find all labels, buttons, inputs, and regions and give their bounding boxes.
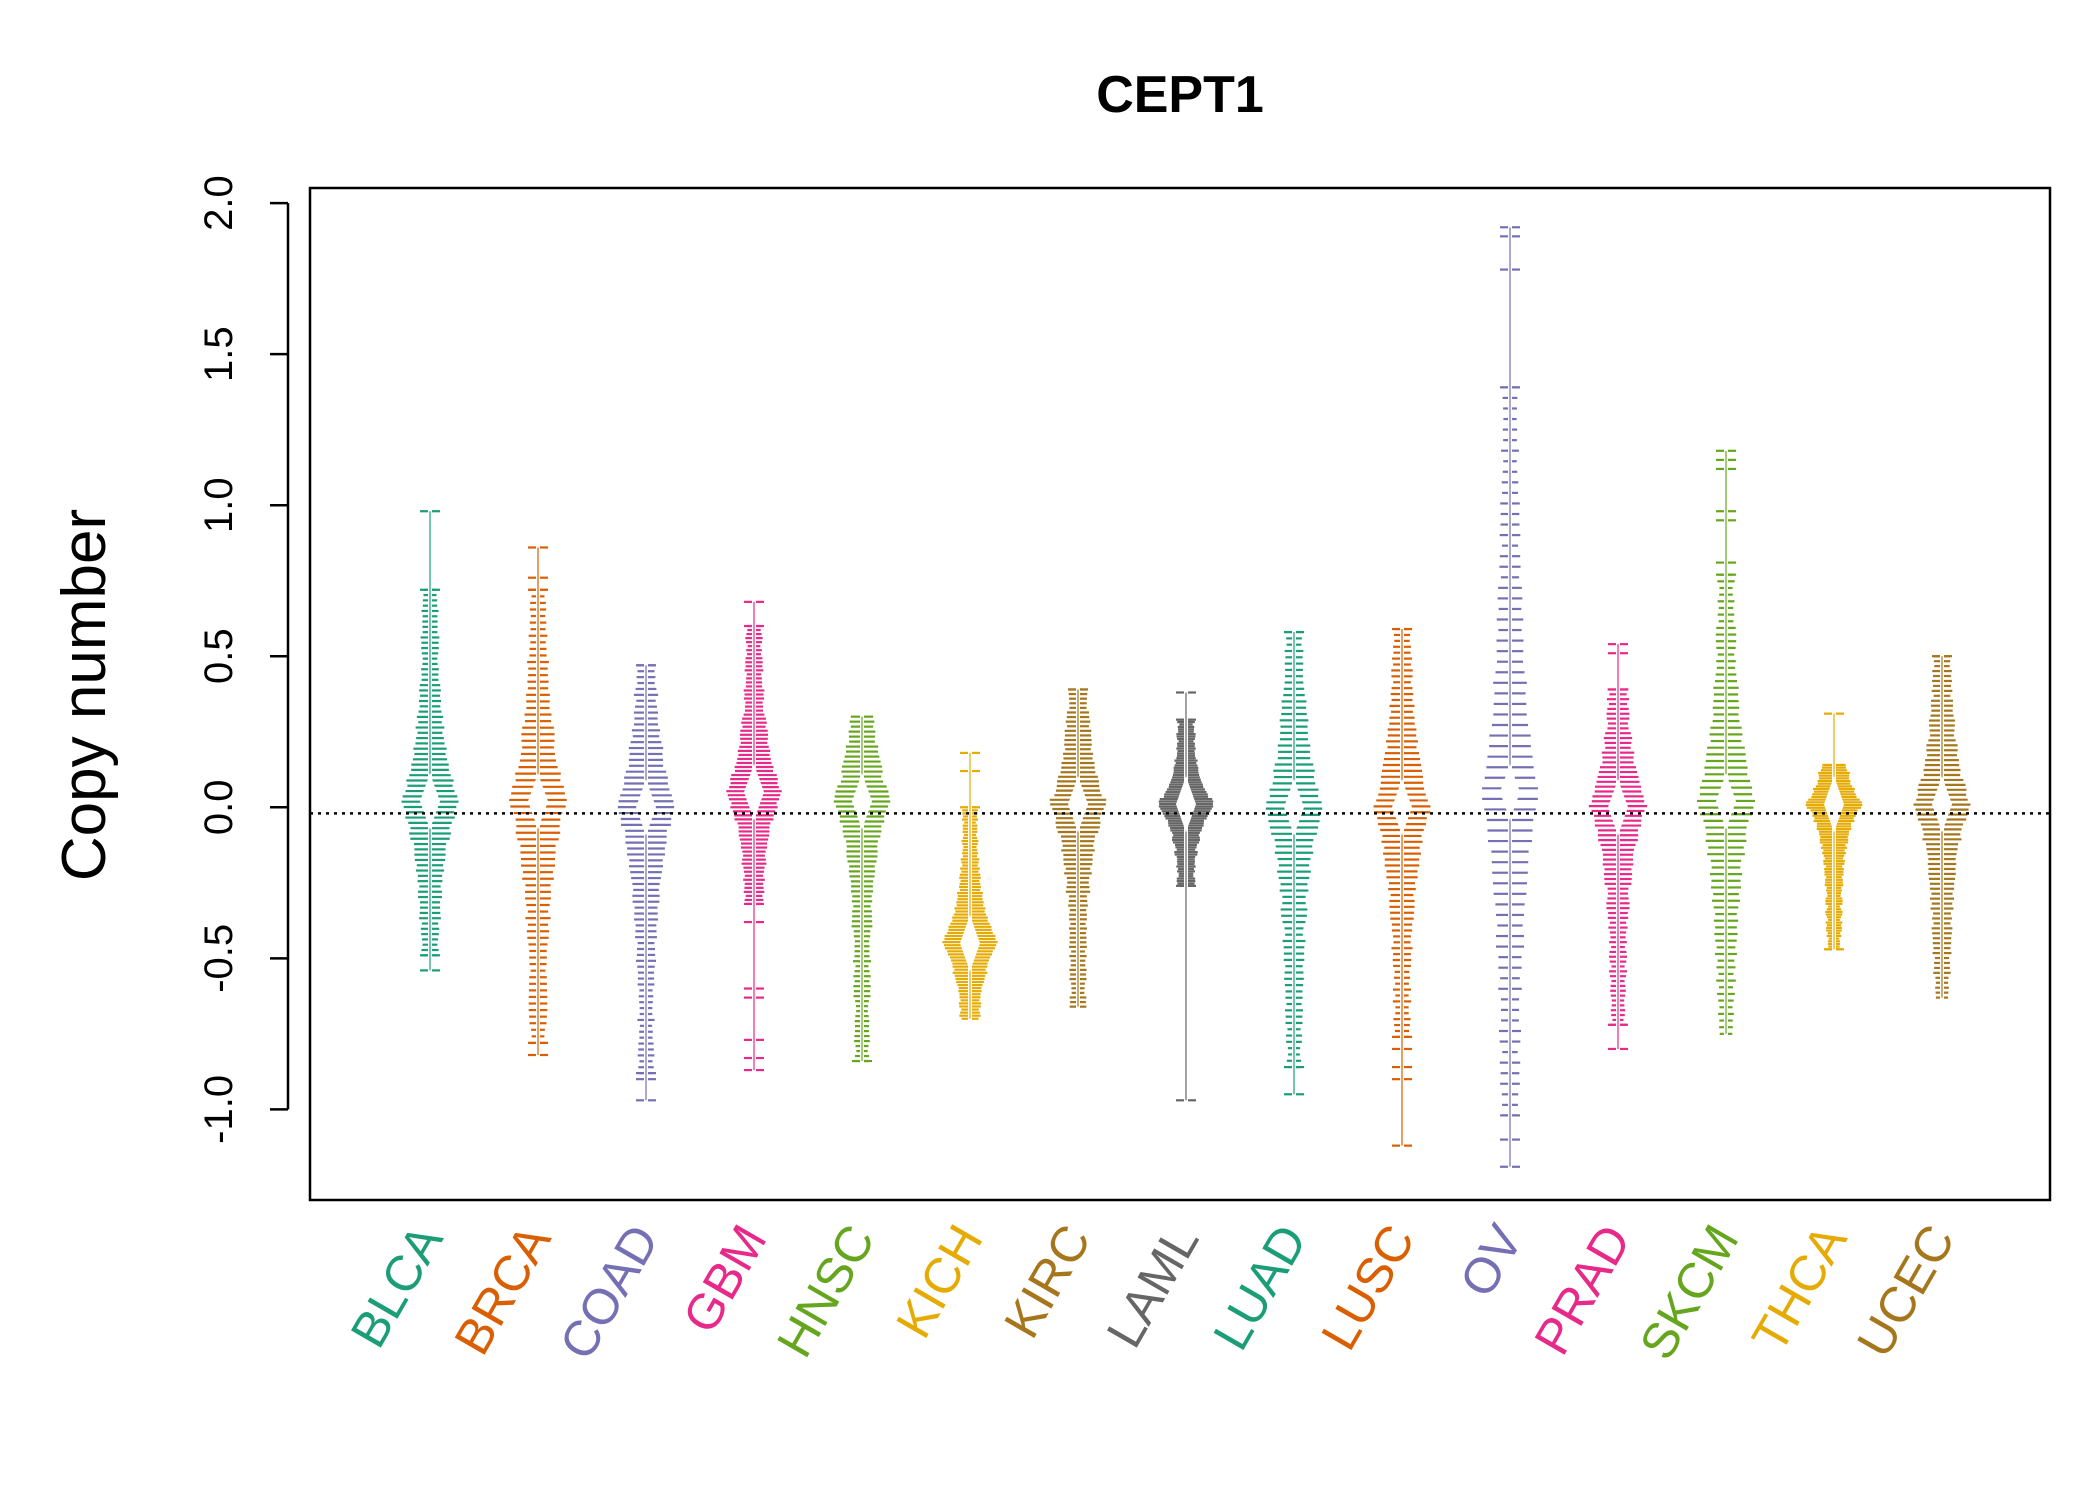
- swarm-center: [744, 764, 764, 821]
- swarm-center: [1932, 776, 1952, 833]
- y-axis: -1.0 -0.5 0.0 0.5 1.0 1.5 2.0: [197, 175, 290, 1144]
- swarm-thca: [1805, 712, 1863, 951]
- y-tick-label: -0.5: [197, 924, 241, 993]
- swarm-layer: [401, 226, 1971, 1168]
- swarm-skcm: [1696, 449, 1756, 1035]
- swarm-lusc: [1373, 627, 1431, 1147]
- y-tick-label: 1.0: [197, 477, 241, 533]
- swarm-ov: [1482, 226, 1538, 1168]
- swarm-kich: [942, 751, 998, 1020]
- swarm-laml: [1158, 691, 1214, 1102]
- swarm-brca: [509, 546, 567, 1057]
- swarm-luad: [1265, 630, 1323, 1096]
- x-tick-label-hnsc: HNSC: [766, 1216, 885, 1367]
- swarm-center: [1608, 779, 1628, 836]
- swarm-center: [528, 773, 548, 830]
- x-tick-label-skcm: SKCM: [1629, 1216, 1750, 1369]
- swarm-center: [1284, 779, 1304, 836]
- swarm-center: [960, 915, 980, 972]
- x-tick-label-luad: LUAD: [1202, 1216, 1317, 1360]
- x-tick-label-ov: OV: [1449, 1215, 1534, 1306]
- x-tick-label-laml: LAML: [1096, 1216, 1210, 1357]
- y-tick-label: 0.0: [197, 779, 241, 835]
- plot-frame: [308, 186, 2052, 1202]
- swarm-center: [1716, 773, 1736, 830]
- swarm-prad: [1588, 643, 1648, 1051]
- x-tick-label-prad: PRAD: [1524, 1216, 1642, 1364]
- y-axis-label: Copy number: [50, 509, 119, 881]
- y-tick-label: 1.5: [197, 326, 241, 382]
- swarm-center: [1176, 776, 1196, 833]
- swarm-center: [1500, 764, 1520, 821]
- swarm-center: [1068, 776, 1088, 833]
- x-tick-label-gbm: GBM: [672, 1216, 777, 1343]
- x-tick-label-coad: COAD: [549, 1216, 670, 1369]
- swarm-center: [1392, 779, 1412, 836]
- x-tick-label-lusc: LUSC: [1310, 1216, 1425, 1360]
- y-tick-label: -1.0: [197, 1075, 241, 1144]
- y-tick-label: 2.0: [197, 175, 241, 231]
- x-tick-label-brca: BRCA: [444, 1215, 562, 1364]
- swarm-center: [1824, 776, 1844, 833]
- swarm-coad: [617, 664, 675, 1102]
- x-tick-label-kich: KICH: [885, 1216, 993, 1347]
- x-tick-label-thca: THCA: [1741, 1215, 1858, 1361]
- swarm-center: [852, 773, 872, 830]
- swarm-center: [420, 773, 440, 830]
- swarm-blca: [401, 510, 459, 972]
- chart-title: CEPT1: [1096, 66, 1264, 124]
- swarm-hnsc: [833, 715, 891, 1063]
- swarm-center: [636, 779, 656, 836]
- x-tick-label-blca: BLCA: [340, 1215, 454, 1357]
- y-tick-label: 0.5: [197, 628, 241, 684]
- x-tick-label-ucec: UCEC: [1846, 1216, 1965, 1367]
- swarm-ucec: [1913, 655, 1971, 999]
- swarm-gbm: [726, 600, 782, 1072]
- swarm-kirc: [1049, 688, 1107, 1008]
- x-tick-label-kirc: KIRC: [993, 1216, 1101, 1347]
